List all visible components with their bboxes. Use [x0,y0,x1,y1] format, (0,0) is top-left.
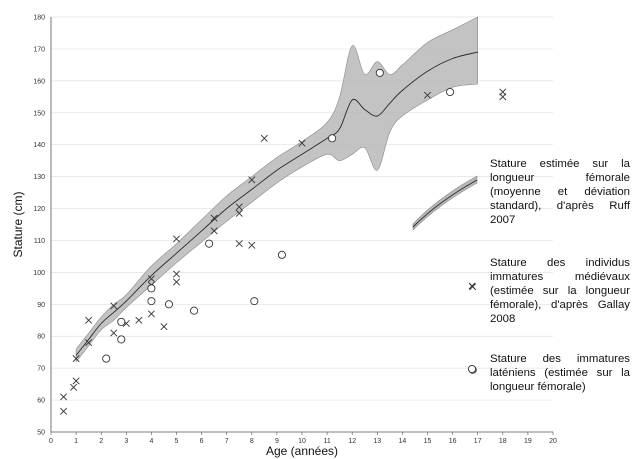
y-tick-label: 110 [34,238,45,245]
axes [50,17,554,435]
y-tick-label: 170 [33,46,45,53]
x-tick-label: 2 [99,438,103,445]
medieval-point [70,383,78,391]
medieval-point [423,91,432,99]
medieval-point [72,355,80,363]
x-tick-label: 15 [424,438,432,445]
medieval-point [172,270,181,278]
medieval-point [110,329,118,337]
medieval-point [260,134,268,142]
y-axis-title: Stature (cm) [11,191,25,257]
medieval-point [235,203,243,211]
x-tick-label: 14 [399,438,407,445]
x-tick-label: 19 [524,438,532,445]
x-tick-label: 3 [124,438,128,445]
y-tick-label: 150 [33,110,45,117]
x-tick-label: 20 [549,438,557,445]
latenian-o-markers [102,68,477,374]
y-tick-label: 130 [33,174,45,181]
ruff-sd-band [75,16,478,363]
medieval-point [235,240,243,248]
x-tick-label: 8 [250,438,254,445]
y-tick-label: 50 [37,430,45,437]
medieval-point [85,316,93,324]
medieval-point [72,377,80,385]
medieval-point [235,209,243,217]
y-tick-label: 100 [33,270,45,277]
legend-text-ruff: Stature estimée sur la longueur fémorale… [490,158,630,226]
medieval-point [85,339,93,347]
medieval-point [135,316,143,324]
legend-o-symbol [467,364,477,374]
ruff-mean-line [75,51,478,356]
legend-band-symbol [412,175,478,231]
y-tick-label: 180 [33,15,45,22]
medieval-point [210,214,218,222]
latenian-point [250,297,259,306]
medieval-point [248,176,256,184]
latenian-point [205,239,214,248]
latenian-point [328,134,337,143]
medieval-point [60,393,68,401]
x-tick-label: 13 [373,438,381,445]
medieval-point [60,407,68,415]
latenian-point [117,335,126,344]
y-tick-label: 70 [37,366,45,373]
medieval-point [248,241,256,249]
x-tick-label: 1 [74,438,78,445]
legend-text-medieval: Stature des individus immatures médiévau… [490,257,630,325]
latenian-point [102,354,111,363]
latenian-point [446,87,455,97]
x-tick-label: 0 [49,438,53,445]
medieval-point [110,302,118,310]
legend-x-symbol [468,282,476,290]
y-tick-label: 80 [37,334,45,341]
x-tick-label: 11 [323,438,330,445]
y-tick-label: 120 [33,206,45,213]
medieval-point [499,93,507,101]
x-tick-label: 10 [298,438,306,445]
latenian-point [277,250,286,259]
medieval-point [210,227,218,235]
y-tick-labels: 50 60 70 80 90 100 110 120 130 140 150 160 170 180 [33,15,45,437]
legend-symbols [412,175,478,374]
medieval-point [147,275,155,283]
medieval-point [298,139,306,147]
x-axis-title: Age (années) [266,444,338,458]
x-tick-label: 7 [225,438,229,445]
latenian-point [164,300,174,309]
medieval-point [172,235,181,243]
latenian-point [117,317,126,326]
x-tick-label: 4 [149,438,153,445]
y-tick-label: 90 [37,302,45,309]
x-tick-label: 12 [348,438,356,445]
latenian-point [375,68,384,77]
legend-text-latenian: Stature des immatures laténiens (estimée… [490,353,630,393]
medieval-point [172,278,181,286]
latenian-point [190,306,199,315]
latenian-point [147,297,156,306]
x-tick-labels: 0 1 2 3 4 5 6 7 8 9 10 11 12 13 14 15 16 17 18 19 20 [49,438,557,445]
x-tick-label: 16 [449,438,457,445]
x-tick-label: 5 [175,438,179,445]
gridlines [51,16,553,401]
latenian-point [147,284,156,293]
y-tick-label: 140 [33,142,45,149]
medieval-point [160,323,168,331]
medieval-point [147,310,155,318]
y-tick-label: 60 [37,398,45,405]
x-tick-label: 9 [275,438,279,445]
x-tick-label: 6 [200,438,204,445]
y-tick-label: 160 [33,78,45,85]
x-tick-label: 18 [499,438,507,445]
x-tick-label: 17 [474,438,482,445]
